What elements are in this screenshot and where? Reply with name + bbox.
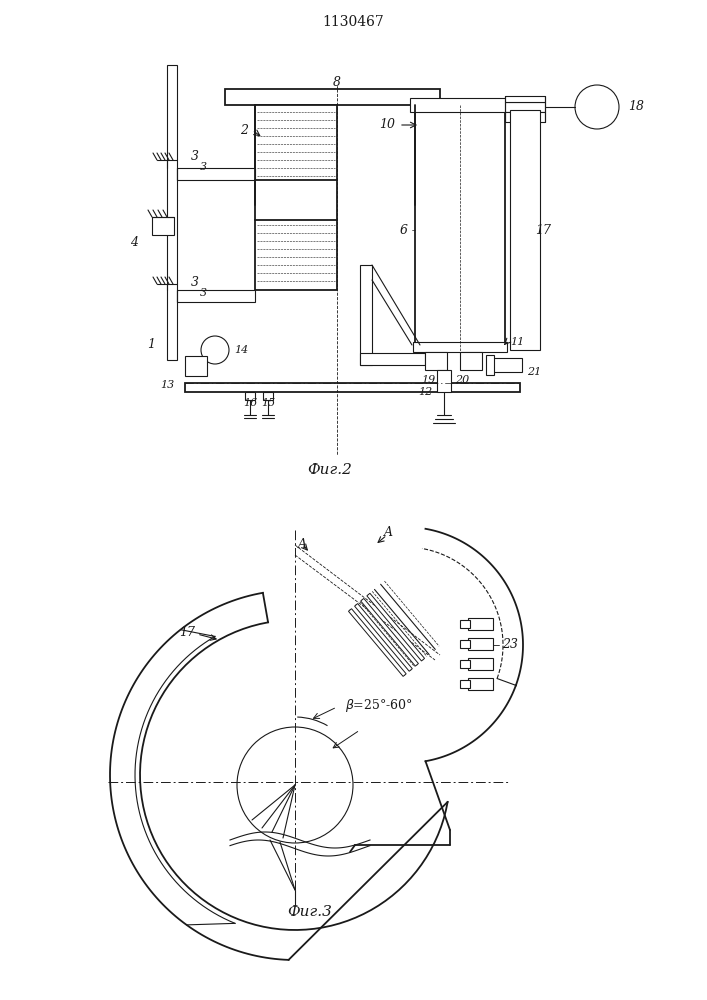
- Text: 1: 1: [147, 338, 155, 352]
- Text: 3: 3: [191, 150, 199, 163]
- Bar: [185, 356, 207, 376]
- Text: 18: 18: [628, 101, 644, 113]
- Bar: [413, 342, 507, 352]
- Bar: [468, 678, 493, 690]
- Text: $\mathit{\beta}$=25°-60°: $\mathit{\beta}$=25°-60°: [345, 696, 413, 714]
- Bar: [410, 98, 510, 112]
- Text: 4: 4: [130, 235, 138, 248]
- Text: A: A: [383, 526, 392, 540]
- Text: 3: 3: [191, 275, 199, 288]
- Polygon shape: [361, 598, 419, 666]
- Bar: [468, 658, 493, 670]
- Bar: [177, 290, 255, 302]
- Bar: [468, 618, 493, 630]
- Bar: [415, 105, 505, 350]
- Text: Фиг.2: Фиг.2: [308, 463, 352, 477]
- Text: 14: 14: [234, 345, 248, 355]
- Text: 6: 6: [400, 224, 408, 236]
- Bar: [360, 353, 425, 365]
- Polygon shape: [355, 604, 412, 671]
- Text: A: A: [298, 538, 307, 552]
- Bar: [468, 638, 493, 650]
- Bar: [177, 168, 255, 180]
- Text: 15: 15: [261, 398, 275, 408]
- Bar: [505, 112, 545, 122]
- Bar: [255, 105, 337, 180]
- Bar: [360, 265, 372, 365]
- Bar: [167, 65, 177, 360]
- Bar: [437, 370, 451, 392]
- Bar: [225, 89, 440, 105]
- Bar: [255, 220, 337, 290]
- Text: 21: 21: [527, 367, 542, 377]
- Text: 16: 16: [243, 398, 257, 408]
- Bar: [425, 352, 447, 370]
- Bar: [505, 102, 545, 112]
- Polygon shape: [367, 593, 425, 661]
- Bar: [460, 680, 470, 688]
- Bar: [460, 620, 470, 628]
- Text: 17: 17: [179, 626, 195, 639]
- Text: 10: 10: [379, 118, 395, 131]
- Text: 20: 20: [455, 375, 469, 385]
- Text: 11: 11: [510, 337, 525, 347]
- Bar: [486, 355, 494, 375]
- Bar: [263, 392, 273, 400]
- Bar: [152, 217, 174, 235]
- Bar: [505, 96, 545, 102]
- Bar: [460, 352, 482, 370]
- Text: 2: 2: [240, 123, 248, 136]
- Text: 3: 3: [200, 162, 207, 172]
- Text: 13: 13: [160, 380, 174, 390]
- Polygon shape: [349, 609, 406, 676]
- Bar: [460, 640, 470, 648]
- Bar: [185, 383, 520, 392]
- Text: 17: 17: [535, 224, 551, 236]
- Bar: [460, 660, 470, 668]
- Text: 3: 3: [200, 288, 207, 298]
- Bar: [492, 358, 522, 372]
- Text: 12: 12: [418, 387, 432, 397]
- Text: 19: 19: [421, 375, 435, 385]
- Text: 1130467: 1130467: [322, 15, 384, 29]
- Bar: [510, 110, 540, 350]
- Bar: [245, 392, 255, 400]
- Text: 23: 23: [502, 639, 518, 652]
- Text: 8: 8: [333, 76, 341, 89]
- Text: Фиг.3: Фиг.3: [288, 905, 332, 919]
